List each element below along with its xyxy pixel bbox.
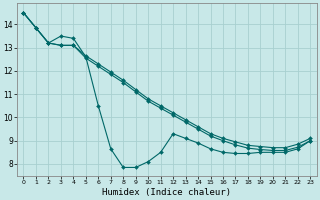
X-axis label: Humidex (Indice chaleur): Humidex (Indice chaleur) <box>102 188 231 197</box>
